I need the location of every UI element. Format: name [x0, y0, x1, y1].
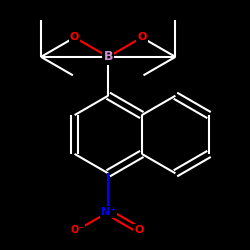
Text: N⁺: N⁺ [101, 207, 116, 217]
Text: O: O [137, 32, 146, 42]
Text: O: O [70, 32, 79, 42]
Text: O⁻: O⁻ [70, 225, 84, 235]
Text: B: B [104, 50, 113, 64]
Text: O: O [134, 225, 144, 235]
